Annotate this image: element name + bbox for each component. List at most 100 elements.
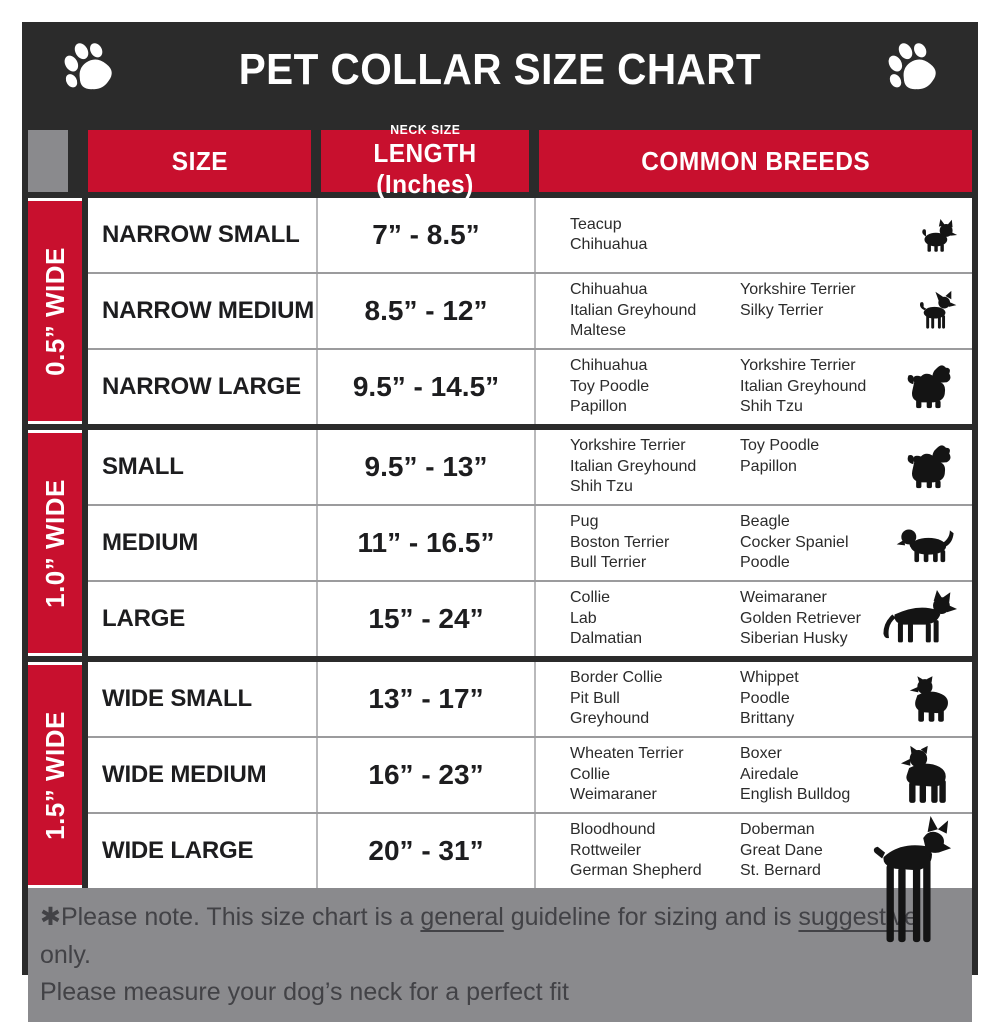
neck-size-label: NECK SIZE: [389, 122, 461, 137]
size-group-05-wide: 0.5” WIDE NARROW SMALL 7” - 8.5” Teacup …: [28, 198, 972, 424]
column-divider: [316, 738, 318, 812]
group-separator: [28, 656, 972, 662]
band-divider: [82, 662, 88, 888]
table-row: NARROW SMALL 7” - 8.5” Teacup Chihuahua: [88, 198, 972, 272]
table-row: MEDIUM 11” - 16.5” Pug Boston Terrier Bu…: [88, 504, 972, 580]
size-group-15-wide: 1.5” WIDE WIDE SMALL 13” - 17” Border Co…: [28, 662, 972, 943]
size-cell: WIDE SMALL: [88, 662, 316, 736]
breeds-cell: Teacup Chihuahua: [536, 198, 972, 272]
size-group-10-wide: 1.0” WIDE SMALL 9.5” - 13” Yorkshire Ter…: [28, 430, 972, 656]
shepherd-dog-icon: [878, 590, 958, 648]
table-header-row: SIZE NECK SIZE LENGTH (Inches) COMMON BR…: [28, 118, 972, 199]
size-cell: NARROW SMALL: [88, 198, 316, 272]
underlined-word: suggestive: [798, 903, 918, 931]
breeds-col1: Wheaten Terrier Collie Weimaraner: [570, 745, 684, 804]
column-divider: [534, 582, 536, 656]
breeds-col1: Border Collie Pit Bull Greyhound: [570, 669, 663, 728]
length-cell: 13” - 17”: [318, 662, 534, 736]
breeds-col2: Whippet Poodle Brittany: [740, 669, 799, 728]
footnote-line1: ✱Please note. This size chart is a gener…: [40, 903, 918, 969]
length-header-label: LENGTH (Inches): [373, 138, 477, 199]
size-cell: LARGE: [88, 582, 316, 656]
breeds-col2: Weimaraner Golden Retriever Siberian Hus…: [740, 589, 861, 648]
size-cell: NARROW LARGE: [88, 350, 316, 424]
column-divider: [316, 814, 318, 888]
breeds-col2: Doberman Great Dane St. Bernard: [740, 821, 823, 880]
column-divider: [534, 506, 536, 580]
breeds-col1: Chihuahua Toy Poodle Papillon: [570, 357, 650, 416]
column-divider: [316, 582, 318, 656]
breeds-cell: Chihuahua Italian Greyhound Maltese York…: [536, 274, 972, 348]
column-divider: [534, 662, 536, 736]
table-row: SMALL 9.5” - 13” Yorkshire Terrier Itali…: [88, 430, 972, 504]
size-cell: NARROW MEDIUM: [88, 274, 316, 348]
column-divider: [534, 198, 536, 272]
breeds-col2: Boxer Airedale English Bulldog: [740, 745, 851, 804]
length-cell: 11” - 16.5”: [318, 506, 534, 580]
breeds-col1: Collie Lab Dalmatian: [570, 589, 643, 648]
breeds-col2: Yorkshire Terrier Silky Terrier: [740, 281, 856, 319]
breeds-header-label: COMMON BREEDS: [641, 145, 870, 176]
length-cell: 16” - 23”: [318, 738, 534, 812]
page-title: PET COLLAR SIZE CHART: [238, 45, 762, 94]
table-row: WIDE MEDIUM 16” - 23” Wheaten Terrier Co…: [88, 736, 972, 812]
breeds-col1: Yorkshire Terrier Italian Greyhound Shih…: [570, 437, 697, 496]
column-divider: [534, 738, 536, 812]
column-divider: [534, 814, 536, 888]
size-header-label: SIZE: [171, 145, 228, 176]
paw-icon: [882, 38, 942, 98]
width-band-label: 1.0” WIDE: [28, 433, 82, 653]
breeds-col2: [740, 215, 884, 256]
band-divider: [82, 430, 88, 656]
breeds-cell: Wheaten Terrier Collie Weimaraner Boxer …: [536, 738, 972, 812]
breeds-col2: Toy Poodle Papillon: [740, 437, 820, 475]
breeds-col1: Teacup Chihuahua: [570, 215, 648, 253]
length-cell: 7” - 8.5”: [318, 198, 534, 272]
group-separator: [28, 424, 972, 430]
length-cell: 9.5” - 14.5”: [318, 350, 534, 424]
size-cell: WIDE MEDIUM: [88, 738, 316, 812]
title-bar: PET COLLAR SIZE CHART: [28, 22, 972, 118]
table-row: WIDE LARGE 20” - 31” Bloodhound Rottweil…: [88, 812, 972, 943]
table-row: LARGE 15” - 24” Collie Lab Dalmatian Wei…: [88, 580, 972, 656]
size-cell: MEDIUM: [88, 506, 316, 580]
column-divider: [316, 198, 318, 272]
column-header-breeds: COMMON BREEDS: [539, 130, 972, 192]
size-chart-sheet: PET COLLAR SIZE CHART SIZE NECK SIZE LEN…: [22, 22, 978, 1022]
pit-bull-dog-icon: [906, 675, 958, 723]
breeds-col1: Pug Boston Terrier Bull Terrier: [570, 513, 670, 572]
table-row: WIDE SMALL 13” - 17” Border Collie Pit B…: [88, 662, 972, 736]
column-divider: [316, 274, 318, 348]
underlined-word: general: [420, 903, 504, 931]
staffordshire-dog-icon: [894, 745, 958, 805]
shih-tzu-dog-icon: [904, 363, 958, 411]
breeds-cell: Collie Lab Dalmatian Weimaraner Golden R…: [536, 582, 972, 656]
column-header-length: NECK SIZE LENGTH (Inches): [321, 122, 529, 199]
length-cell: 20” - 31”: [318, 814, 534, 888]
table-row: NARROW LARGE 9.5” - 14.5” Chihuahua Toy …: [88, 348, 972, 424]
length-cell: 9.5” - 13”: [318, 430, 534, 504]
size-cell: WIDE LARGE: [88, 814, 316, 888]
column-divider: [316, 662, 318, 736]
paw-icon: [58, 38, 118, 98]
column-header-size: SIZE: [88, 130, 311, 192]
footnote-line2: Please measure your dog’s neck for a per…: [40, 978, 569, 1006]
length-cell: 8.5” - 12”: [318, 274, 534, 348]
breeds-col1: Chihuahua Italian Greyhound Maltese: [570, 281, 697, 340]
footnote-panel: ✱Please note. This size chart is a gener…: [28, 888, 972, 1022]
corner-spacer: [28, 130, 68, 192]
band-divider: [82, 198, 88, 424]
breeds-col2: Beagle Cocker Spaniel Poodle: [740, 513, 849, 572]
beagle-dog-icon: [896, 522, 958, 564]
breeds-cell: Chihuahua Toy Poodle Papillon Yorkshire …: [536, 350, 972, 424]
column-divider: [316, 430, 318, 504]
length-cell: 15” - 24”: [318, 582, 534, 656]
column-divider: [534, 430, 536, 504]
corner-cell: [28, 130, 88, 192]
breeds-cell: Pug Boston Terrier Bull Terrier Beagle C…: [536, 506, 972, 580]
breeds-cell: Yorkshire Terrier Italian Greyhound Shih…: [536, 430, 972, 504]
column-divider: [534, 274, 536, 348]
breeds-col2: Yorkshire Terrier Italian Greyhound Shih…: [740, 357, 867, 416]
column-divider: [316, 350, 318, 424]
yorkie-dog-icon: [916, 216, 958, 254]
